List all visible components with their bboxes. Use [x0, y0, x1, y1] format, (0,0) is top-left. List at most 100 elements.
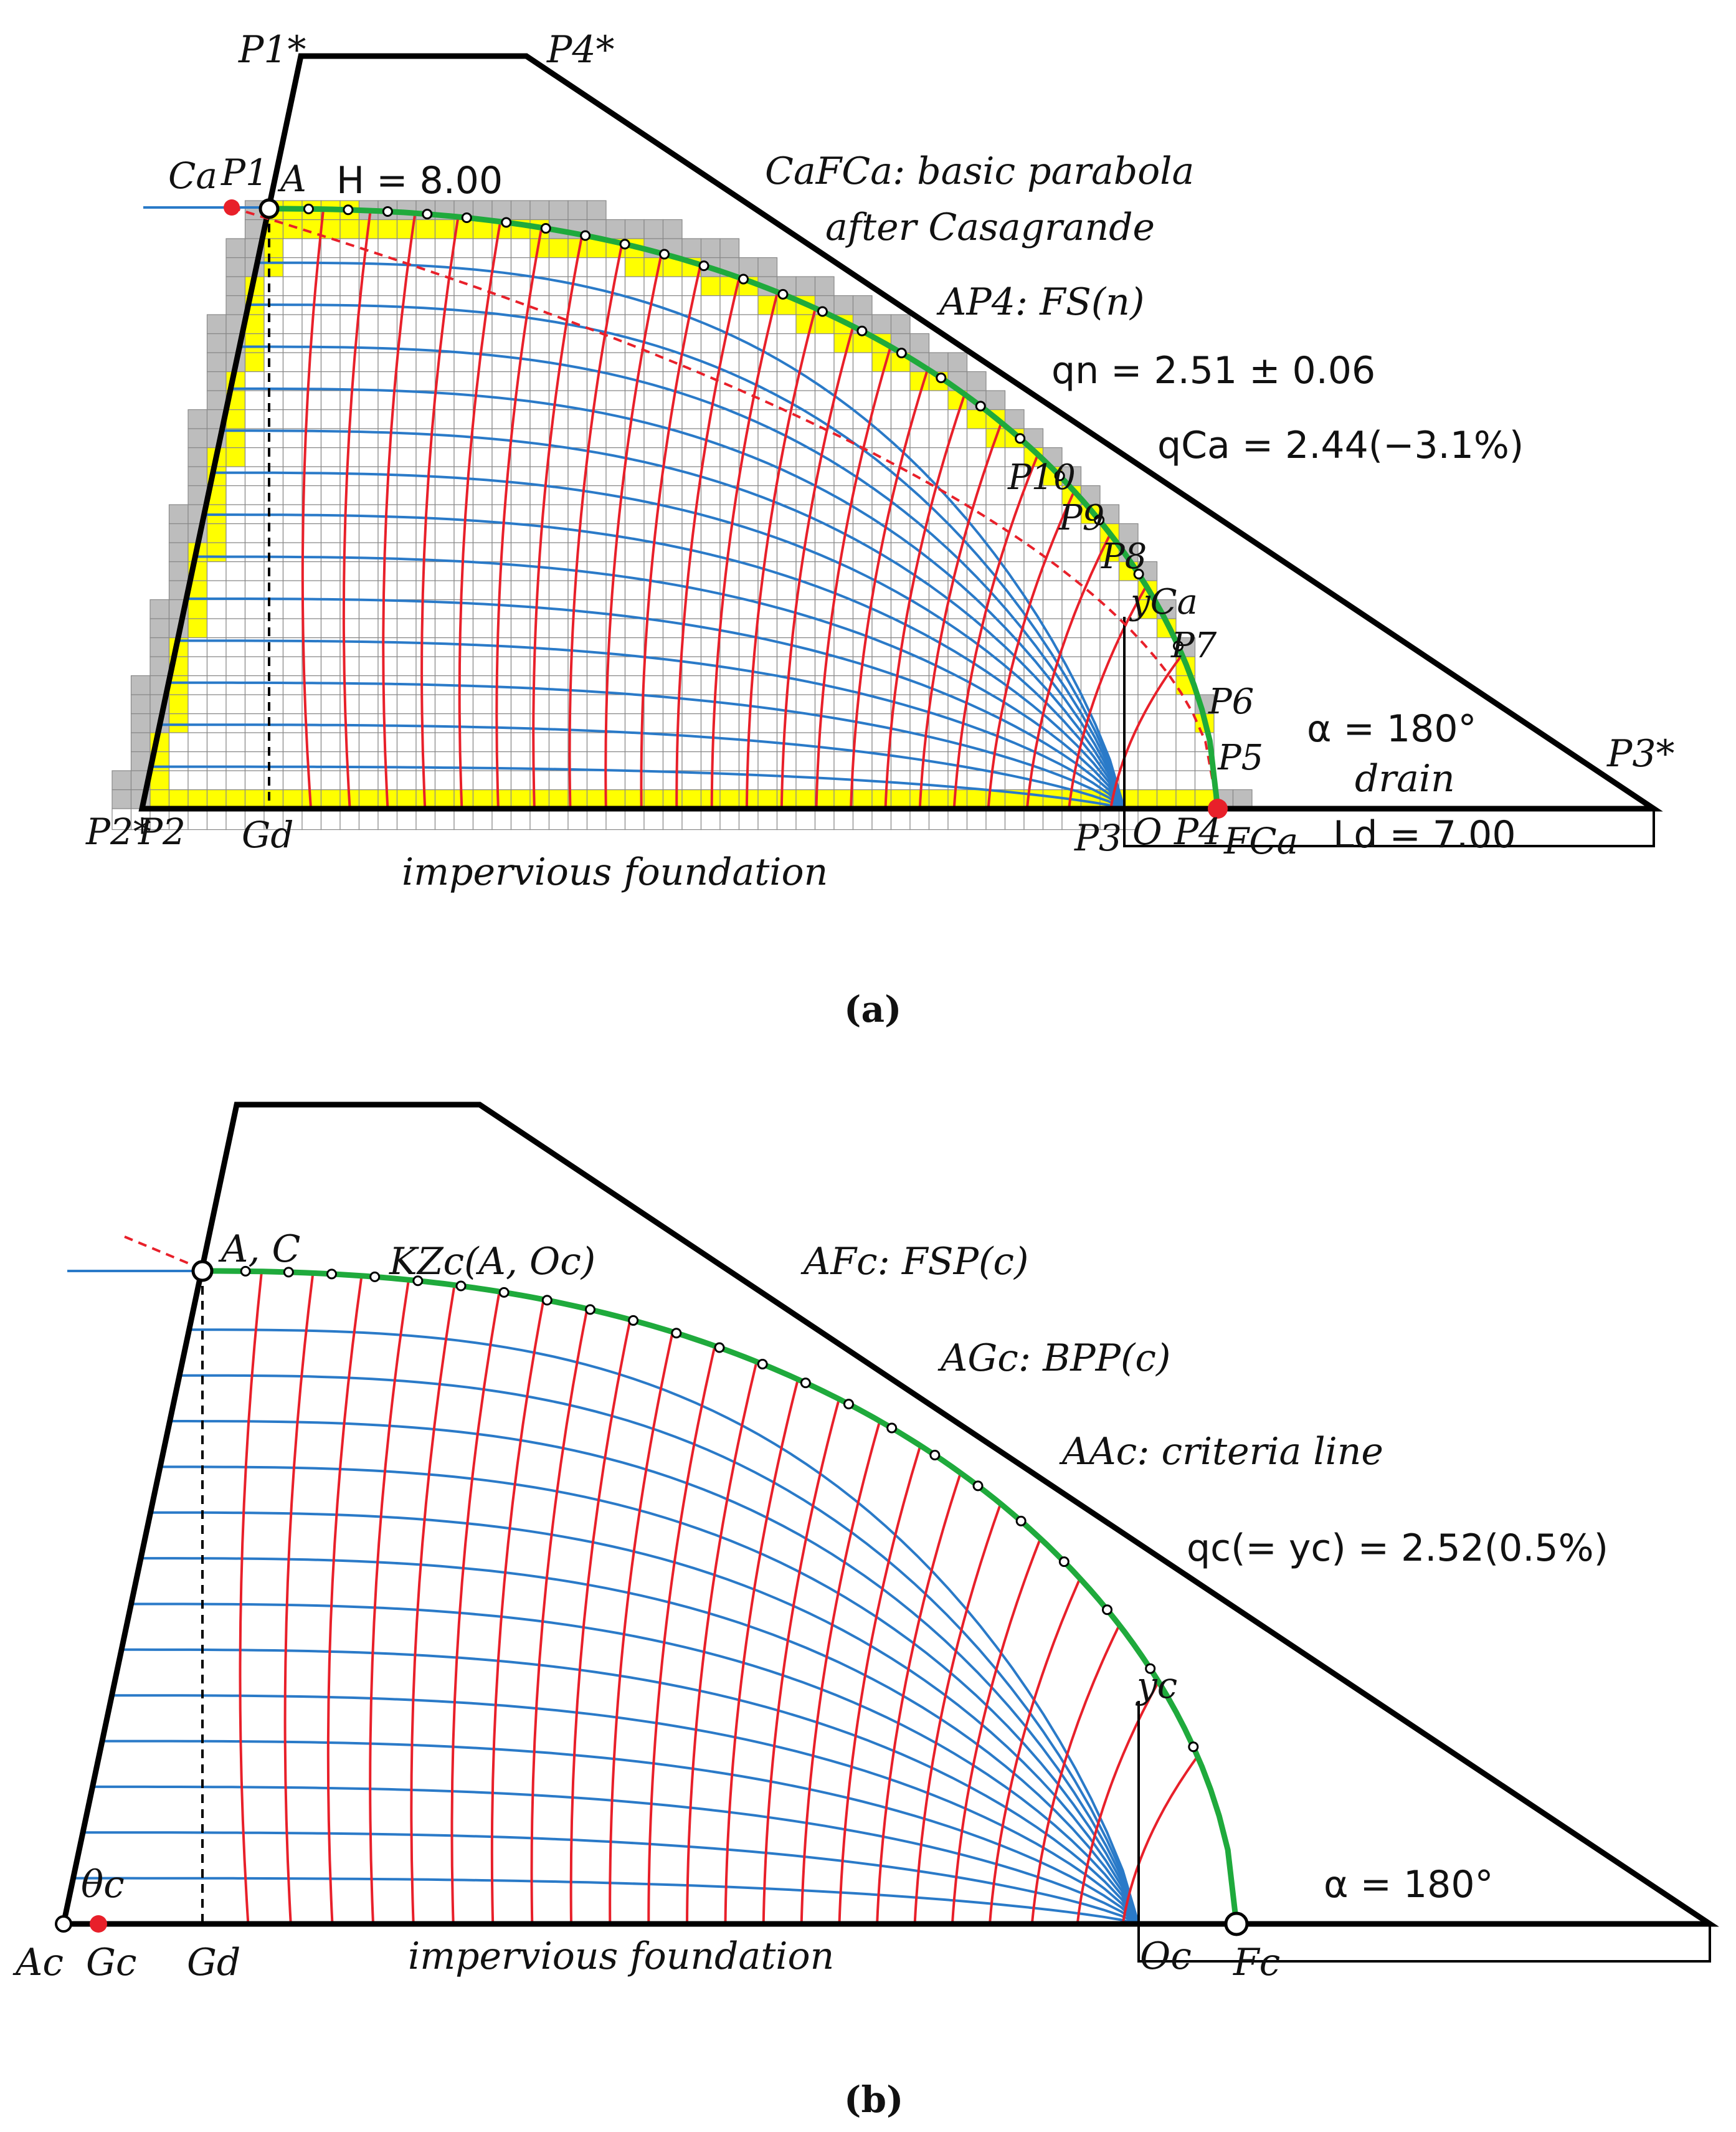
- grid-cell: [453, 637, 474, 657]
- grid-cell: [415, 371, 436, 391]
- grid-cell: [491, 314, 512, 335]
- grid-cell: [624, 466, 645, 487]
- surface-point: [1094, 515, 1105, 526]
- surface-point: [541, 1295, 553, 1306]
- grid-cell: [890, 751, 911, 771]
- grid-cell: [111, 789, 132, 809]
- grid-cell: [795, 618, 816, 639]
- grid-cell: [1004, 770, 1025, 791]
- grid-cell: [491, 200, 512, 221]
- grid-cell: [548, 580, 569, 601]
- grid-cell: [852, 295, 873, 315]
- grid-cell: [605, 808, 626, 830]
- grid-cell: [624, 580, 645, 601]
- grid-cell: [263, 561, 284, 581]
- equipotential-line: [800, 1421, 881, 1925]
- grid-cell: [1156, 694, 1177, 715]
- grid-cell: [567, 428, 588, 449]
- grid-cell: [795, 732, 816, 753]
- grid-cell: [263, 599, 284, 619]
- grid-cell: [320, 713, 341, 733]
- grid-cell: [263, 789, 284, 809]
- grid-cell: [434, 561, 455, 581]
- grid-cell: [263, 542, 284, 563]
- surface-point: [303, 203, 314, 214]
- grid-cell: [567, 504, 588, 525]
- surface-point: [972, 1480, 984, 1492]
- surface-point: [896, 348, 907, 359]
- grid-cell: [1042, 561, 1063, 581]
- grid-cell: [890, 409, 911, 429]
- grid-cell: [567, 295, 588, 315]
- grid-cell: [339, 694, 360, 715]
- surface-point: [585, 1304, 595, 1315]
- grid-cell: [852, 751, 873, 771]
- grid-cell: [814, 808, 835, 830]
- grid-cell: [966, 770, 987, 791]
- free-surface-points: [240, 1265, 1199, 1753]
- grid-cell: [415, 618, 436, 639]
- grid-cell: [168, 732, 189, 753]
- flow-line: [151, 1511, 1140, 1925]
- grid-cell: [510, 504, 531, 525]
- grid-cell: [339, 371, 360, 391]
- grid-cell: [282, 314, 303, 335]
- grid-cell: [548, 770, 569, 791]
- grid-cell: [244, 732, 265, 753]
- grid-cell: [510, 789, 531, 809]
- grid-cell: [1175, 694, 1196, 715]
- grid-cell: [282, 732, 303, 753]
- grid-cell: [263, 580, 284, 601]
- grid-cell: [643, 732, 664, 753]
- grid-cell: [453, 789, 474, 809]
- grid-cell: [225, 618, 246, 639]
- grid-cell: [282, 371, 303, 391]
- equipotential-line: [850, 368, 929, 809]
- grid-cell: [244, 656, 265, 677]
- grid-cell: [928, 352, 949, 373]
- surface-point: [817, 306, 828, 317]
- grid-cell: [491, 770, 512, 791]
- grid-cell: [681, 447, 702, 467]
- grid-cell: [567, 770, 588, 791]
- grid-cell: [1156, 713, 1177, 733]
- grid-cell: [472, 618, 493, 639]
- grid-cell: [510, 808, 531, 830]
- grid-cell: [586, 257, 607, 277]
- grid-cell: [358, 675, 379, 695]
- grid-cell: [586, 200, 607, 221]
- surface-point: [886, 1422, 898, 1434]
- grid-cell: [700, 694, 721, 715]
- grid-cell: [491, 580, 512, 601]
- grid-cell: [263, 675, 284, 695]
- grid-cell: [225, 561, 246, 581]
- grid-cell: [719, 713, 740, 733]
- grid-cell: [738, 466, 759, 487]
- equipotential-line: [745, 308, 817, 809]
- label-a-c: A, C: [218, 1227, 300, 1271]
- surface-point: [843, 1399, 854, 1410]
- grid-cell: [358, 789, 379, 809]
- grid-cell: [795, 675, 816, 695]
- grid-cell: [453, 732, 474, 753]
- surface-point: [540, 223, 551, 234]
- grid-cell: [282, 789, 303, 809]
- grid-cell: [795, 789, 816, 809]
- grid-cell: [396, 808, 417, 830]
- grid-cell: [567, 618, 588, 639]
- grid-cell: [1099, 713, 1120, 733]
- grid-cell: [282, 618, 303, 639]
- grid-cell: [567, 523, 588, 543]
- grid-cell: [605, 732, 626, 753]
- grid-cell: [1156, 770, 1177, 791]
- grid-cell: [301, 732, 322, 753]
- grid-cell: [168, 561, 189, 581]
- flow-line: [141, 1557, 1140, 1925]
- surface-point: [382, 206, 393, 217]
- grid-cell: [719, 808, 740, 830]
- grid-cell: [776, 808, 797, 830]
- grid-cell: [985, 618, 1006, 639]
- grid-cell: [320, 789, 341, 809]
- grid-cell: [510, 599, 531, 619]
- grid-cell: [928, 390, 949, 411]
